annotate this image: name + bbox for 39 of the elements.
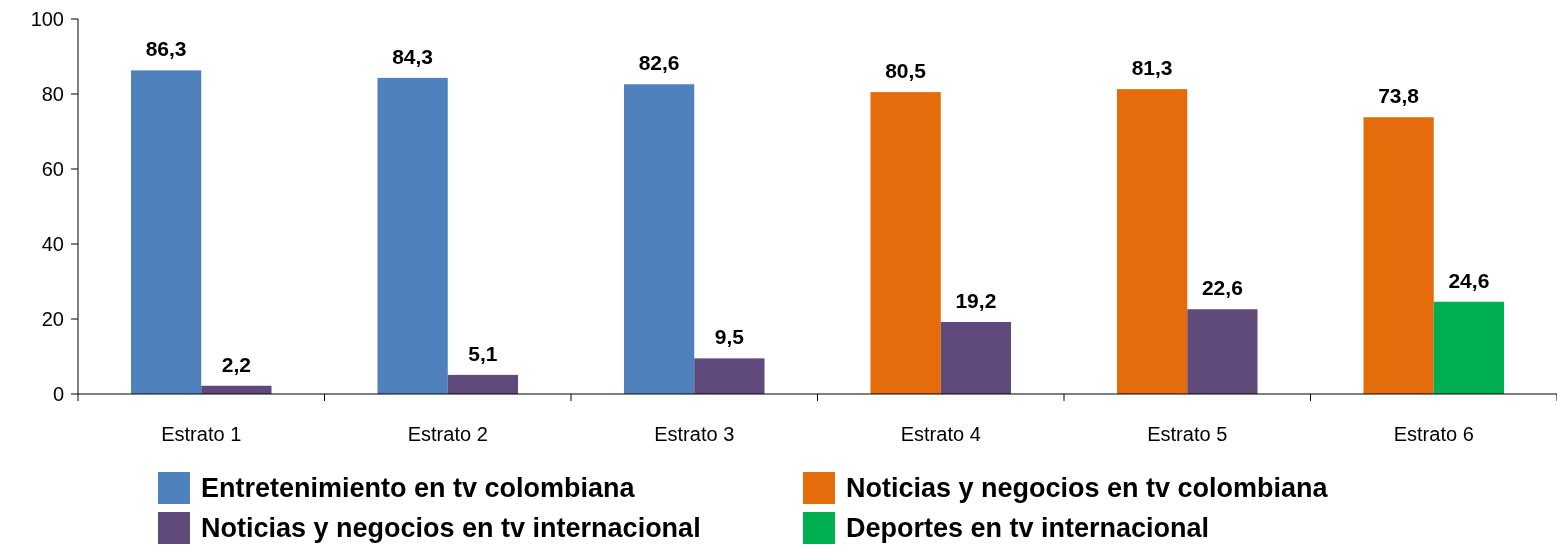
bar bbox=[694, 358, 765, 394]
y-tick-label: 40 bbox=[41, 233, 64, 255]
bar bbox=[624, 84, 695, 394]
x-tick-label: Estrato 3 bbox=[654, 423, 735, 445]
x-tick-label: Estrato 6 bbox=[1393, 423, 1474, 445]
data-label: 84,3 bbox=[392, 44, 434, 68]
bar bbox=[870, 92, 941, 394]
legend-label: Noticias y negocios en tv colombiana bbox=[846, 473, 1329, 504]
bar bbox=[131, 70, 202, 394]
legend-label: Noticias y negocios en tv internacional bbox=[201, 513, 701, 544]
data-label: 81,3 bbox=[1131, 56, 1173, 80]
legend-label: Deportes en tv internacional bbox=[846, 513, 1210, 544]
bar bbox=[1363, 117, 1434, 394]
data-label: 80,5 bbox=[885, 59, 927, 83]
data-label: 24,6 bbox=[1448, 268, 1490, 292]
data-label: 22,6 bbox=[1201, 276, 1243, 300]
data-label: 82,6 bbox=[638, 51, 680, 75]
x-tick-label: Estrato 1 bbox=[161, 423, 242, 445]
bar bbox=[1433, 301, 1504, 394]
bar bbox=[1187, 309, 1258, 394]
bar bbox=[940, 322, 1011, 394]
data-label: 5,1 bbox=[468, 341, 498, 365]
y-tick-label: 60 bbox=[41, 158, 64, 180]
data-label: 86,3 bbox=[145, 37, 187, 61]
bar bbox=[1117, 89, 1188, 394]
x-tick-label: Estrato 5 bbox=[1147, 423, 1228, 445]
data-label: 19,2 bbox=[955, 289, 997, 312]
data-label: 73,8 bbox=[1378, 84, 1420, 108]
y-tick-label: 100 bbox=[30, 8, 64, 30]
y-tick-label: 80 bbox=[41, 83, 64, 105]
data-label: 2,2 bbox=[221, 352, 251, 376]
y-tick-label: 20 bbox=[41, 308, 64, 330]
data-label: 9,5 bbox=[714, 325, 745, 349]
x-tick-label: Estrato 4 bbox=[900, 423, 981, 445]
x-tick-label: Estrato 2 bbox=[407, 423, 488, 445]
legend-label: Entretenimiento en tv colombiana bbox=[201, 473, 636, 504]
bar bbox=[377, 77, 448, 394]
bar bbox=[447, 374, 518, 394]
y-tick-label: 0 bbox=[52, 383, 64, 405]
